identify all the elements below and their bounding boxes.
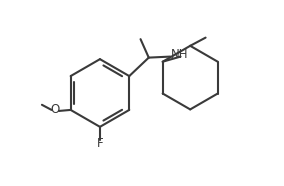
Text: O: O — [51, 103, 60, 116]
Text: NH: NH — [171, 48, 189, 61]
Text: F: F — [97, 137, 103, 150]
